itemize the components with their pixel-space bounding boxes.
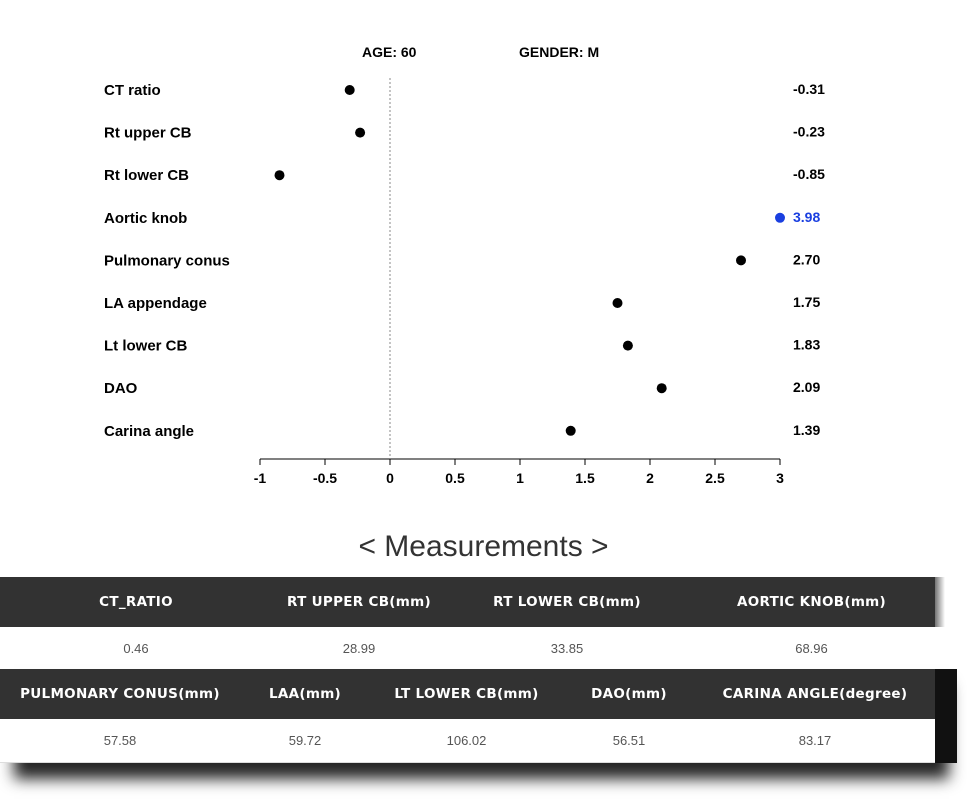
- row-label-lt-lower-cb: Lt lower CB: [104, 338, 188, 355]
- value-label-la-appendage: 1.75: [793, 294, 820, 310]
- value-carina-angle: 83.17: [695, 719, 935, 763]
- value-label-dao: 2.09: [793, 379, 820, 395]
- header-aortic-knob: AORTIC KNOB(mm): [688, 577, 935, 627]
- value-label-pulmonary-conus: 2.70: [793, 251, 820, 267]
- value-label-carina-angle: 1.39: [793, 422, 820, 438]
- header-dao: DAO(mm): [563, 669, 695, 719]
- header-rt-upper-cb: RT UPPER CB(mm): [272, 577, 446, 627]
- table-1-shadow: [935, 577, 945, 627]
- measurements-table-2: PULMONARY CONUS(mm) LAA(mm) LT LOWER CB(…: [0, 669, 935, 763]
- value-rt-lower-cb: 33.85: [446, 627, 688, 670]
- x-tick-label: 2.5: [705, 470, 725, 486]
- value-label-rt-upper-cb: -0.23: [793, 124, 825, 140]
- table-2-shadow: [935, 669, 957, 763]
- age-label: AGE: 60: [362, 44, 417, 60]
- value-rt-upper-cb: 28.99: [272, 627, 446, 670]
- x-tick-label: 0: [386, 470, 394, 486]
- data-point-carina-angle: [565, 425, 576, 436]
- value-label-rt-lower-cb: -0.85: [793, 166, 825, 182]
- measurements-table-1: CT_RATIO RT UPPER CB(mm) RT LOWER CB(mm)…: [0, 577, 935, 670]
- value-ct-ratio: 0.46: [0, 627, 272, 670]
- x-tick-label: 1.5: [575, 470, 595, 486]
- value-laa: 59.72: [240, 719, 370, 763]
- header-carina-angle: CARINA ANGLE(degree): [695, 669, 935, 719]
- header-laa: LAA(mm): [240, 669, 370, 719]
- data-point-pulmonary-conus: [736, 255, 746, 266]
- x-tick-label: 0.5: [445, 470, 465, 486]
- z-score-chart: AGE: 60 GENDER: M CT ratio -0.31 Rt upper …: [104, 44, 825, 486]
- row-label-carina-angle: Carina angle: [104, 423, 194, 440]
- data-point-rt-upper-cb: [355, 127, 366, 138]
- data-point-lt-lower-cb: [622, 340, 633, 351]
- gender-label: GENDER: M: [519, 44, 599, 60]
- header-pulmonary-conus: PULMONARY CONUS(mm): [0, 669, 240, 719]
- value-dao: 56.51: [563, 719, 695, 763]
- data-point-ct-ratio: [344, 85, 355, 95]
- header-rt-lower-cb: RT LOWER CB(mm): [446, 577, 688, 627]
- x-tick-label: -0.5: [313, 470, 337, 486]
- row-label-ct-ratio: CT ratio: [104, 82, 161, 99]
- value-label-aortic-knob: 3.98: [793, 209, 820, 225]
- value-aortic-knob: 68.96: [688, 627, 935, 670]
- row-label-rt-upper-cb: Rt upper CB: [104, 125, 192, 142]
- row-label-dao: DAO: [104, 380, 138, 397]
- x-tick-label: 3: [776, 470, 784, 486]
- measurements-title: < Measurements >: [358, 530, 609, 563]
- header-ct-ratio: CT_RATIO: [0, 577, 272, 627]
- x-tick-label: -1: [254, 470, 267, 486]
- data-point-dao: [656, 383, 667, 394]
- value-lt-lower-cb: 106.02: [370, 719, 563, 763]
- x-tick-label: 2: [646, 470, 654, 486]
- row-label-pulmonary-conus: Pulmonary conus: [104, 252, 230, 269]
- header-lt-lower-cb: LT LOWER CB(mm): [370, 669, 563, 719]
- data-point-rt-lower-cb: [274, 170, 285, 181]
- data-point-la-appendage: [612, 298, 623, 308]
- row-label-rt-lower-cb: Rt lower CB: [104, 167, 189, 184]
- value-label-ct-ratio: -0.31: [793, 81, 825, 97]
- row-label-aortic-knob: Aortic knob: [104, 210, 187, 227]
- value-pulmonary-conus: 57.58: [0, 719, 240, 763]
- x-tick-label: 1: [516, 470, 524, 486]
- value-label-lt-lower-cb: 1.83: [793, 337, 820, 353]
- data-point-aortic-knob: [775, 212, 785, 223]
- row-label-la-appendage: LA appendage: [104, 295, 207, 312]
